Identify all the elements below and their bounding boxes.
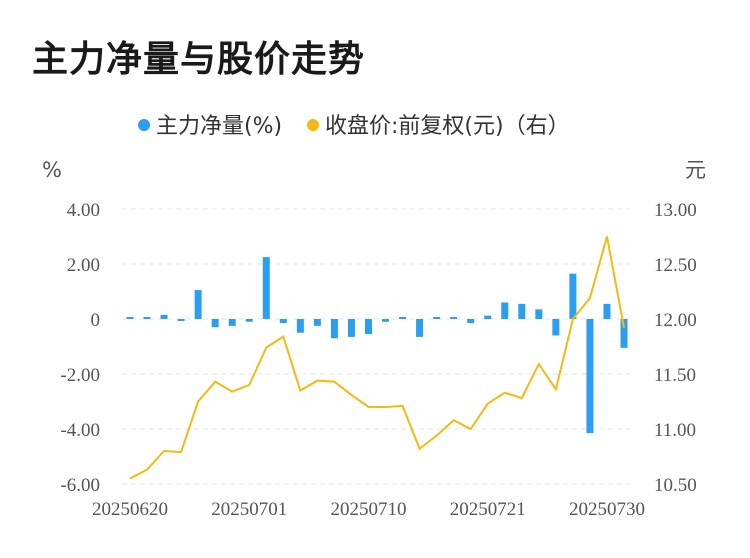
bar (177, 319, 185, 321)
x-tick-label: 20250730 (569, 499, 645, 520)
bar (160, 314, 168, 319)
bar (279, 319, 287, 324)
bar (126, 317, 134, 319)
bar (262, 257, 270, 319)
bar (433, 317, 441, 319)
bar (330, 319, 338, 339)
x-tick-label: 20250620 (92, 499, 168, 520)
left-axis-ticks: 4.00 2.00 0 -2.00 -4.00 -6.00 (60, 200, 100, 496)
right-tick-label: 12.00 (654, 310, 697, 331)
legend-marker-main-flow (138, 119, 150, 131)
chart-title: 主力净量与股价走势 (32, 39, 366, 80)
right-tick-label: 12.50 (654, 255, 697, 276)
x-tick-label: 20250721 (450, 499, 526, 520)
bar (467, 319, 475, 324)
bar (501, 302, 509, 319)
bar (143, 317, 151, 319)
bar (245, 319, 253, 322)
bar (535, 309, 543, 319)
bar (211, 319, 219, 328)
bar (416, 319, 424, 337)
bar (313, 319, 321, 326)
bar (569, 273, 577, 319)
right-axis-ticks: 13.00 12.50 12.00 11.50 11.00 10.50 (654, 200, 697, 496)
left-tick-label: -4.00 (60, 420, 100, 441)
left-tick-label: -6.00 (60, 475, 100, 496)
bar (296, 319, 304, 333)
x-tick-label: 20250701 (211, 499, 287, 520)
gridlines (122, 208, 630, 485)
left-tick-label: 4.00 (67, 200, 100, 221)
legend-label-main-flow: 主力净量(%) (156, 114, 282, 139)
bar (364, 319, 372, 335)
bar-series (126, 257, 628, 434)
right-tick-label: 10.50 (654, 475, 697, 496)
left-tick-label: 0 (91, 310, 101, 331)
right-tick-label: 11.50 (654, 365, 696, 386)
legend-marker-close-price (307, 119, 319, 131)
left-tick-label: -2.00 (60, 365, 100, 386)
bar (620, 319, 628, 348)
x-axis-ticks: 20250620 20250701 20250710 20250721 20250730 (92, 499, 645, 520)
legend-label-close-price: 收盘价:前复权(元)（右） (325, 114, 570, 139)
right-tick-label: 13.00 (654, 200, 697, 221)
left-axis-unit: % (42, 158, 62, 182)
right-axis-unit: 元 (685, 158, 706, 182)
bar (399, 317, 407, 319)
bar (518, 303, 526, 319)
bar (586, 319, 594, 434)
left-tick-label: 2.00 (67, 255, 100, 276)
legend: 主力净量(%) 收盘价:前复权(元)（右） (138, 114, 570, 139)
bar (347, 319, 355, 337)
bar (194, 290, 202, 319)
bar (603, 303, 611, 319)
bar (552, 319, 560, 336)
bar (228, 319, 236, 326)
x-tick-label: 20250710 (330, 499, 406, 520)
close-price-line (129, 236, 625, 480)
bar (382, 319, 390, 322)
bar (450, 317, 458, 319)
bar (484, 315, 492, 319)
right-tick-label: 11.00 (654, 420, 696, 441)
